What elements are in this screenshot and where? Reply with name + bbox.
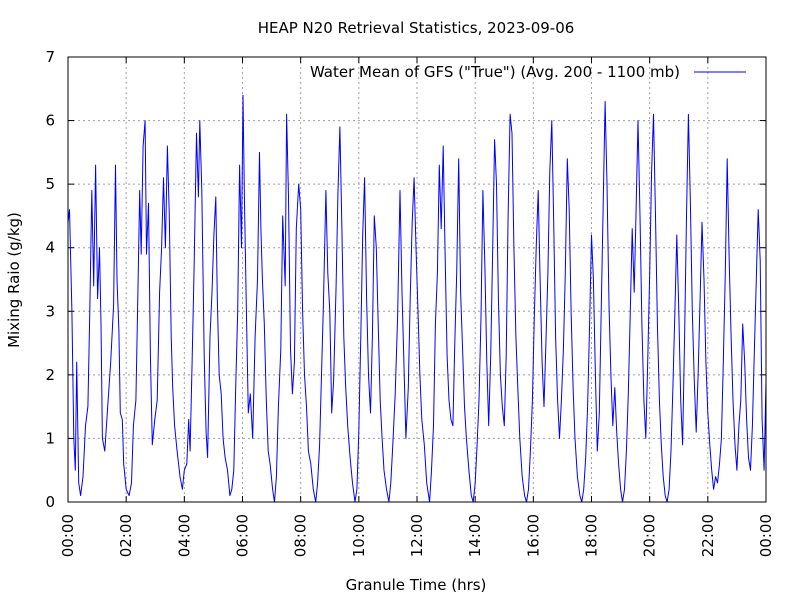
x-tick-label: 06:00 xyxy=(234,514,252,557)
x-tick-label: 02:00 xyxy=(117,514,135,557)
series-layer xyxy=(67,94,767,503)
legend-label-0: Water Mean of GFS ("True") (Avg. 200 - 1… xyxy=(310,63,680,81)
x-tick-label: 20:00 xyxy=(641,514,659,557)
x-tick-label: 00:00 xyxy=(59,514,77,557)
y-axis-label: Mixing Raio (g/kg) xyxy=(5,212,23,348)
x-tick-label: 00:00 xyxy=(757,514,775,557)
y-tick-label: 0 xyxy=(45,493,55,511)
x-tick-label: 18:00 xyxy=(583,514,601,557)
y-axis-ticks: 0 1 2 3 4 5 6 7 xyxy=(45,48,766,511)
x-tick-label: 12:00 xyxy=(408,514,426,557)
y-tick-label: 3 xyxy=(45,302,55,320)
x-axis-ticks: 00:00 02:00 04:00 06:00 08:00 10:00 12:00 14:00… xyxy=(59,57,775,557)
x-axis-label: Granule Time (hrs) xyxy=(346,576,487,594)
legend: Water Mean of GFS ("True") (Avg. 200 - 1… xyxy=(310,63,746,81)
x-tick-label: 14:00 xyxy=(466,514,484,557)
x-tick-label: 22:00 xyxy=(699,514,717,557)
y-tick-label: 2 xyxy=(45,366,55,384)
y-tick-label: 4 xyxy=(45,239,55,257)
chart-title: HEAP N20 Retrieval Statistics, 2023-09-0… xyxy=(258,19,575,37)
x-tick-label: 16:00 xyxy=(524,514,542,557)
x-tick-label: 08:00 xyxy=(292,514,310,557)
y-tick-label: 5 xyxy=(45,175,55,193)
plot-frame xyxy=(67,56,767,503)
y-tick-label: 6 xyxy=(45,112,55,130)
y-tick-label: 1 xyxy=(45,429,55,447)
x-tick-label: 10:00 xyxy=(350,514,368,557)
series-line-0 xyxy=(67,94,767,503)
x-tick-label: 04:00 xyxy=(175,514,193,557)
y-tick-label: 7 xyxy=(45,48,55,66)
